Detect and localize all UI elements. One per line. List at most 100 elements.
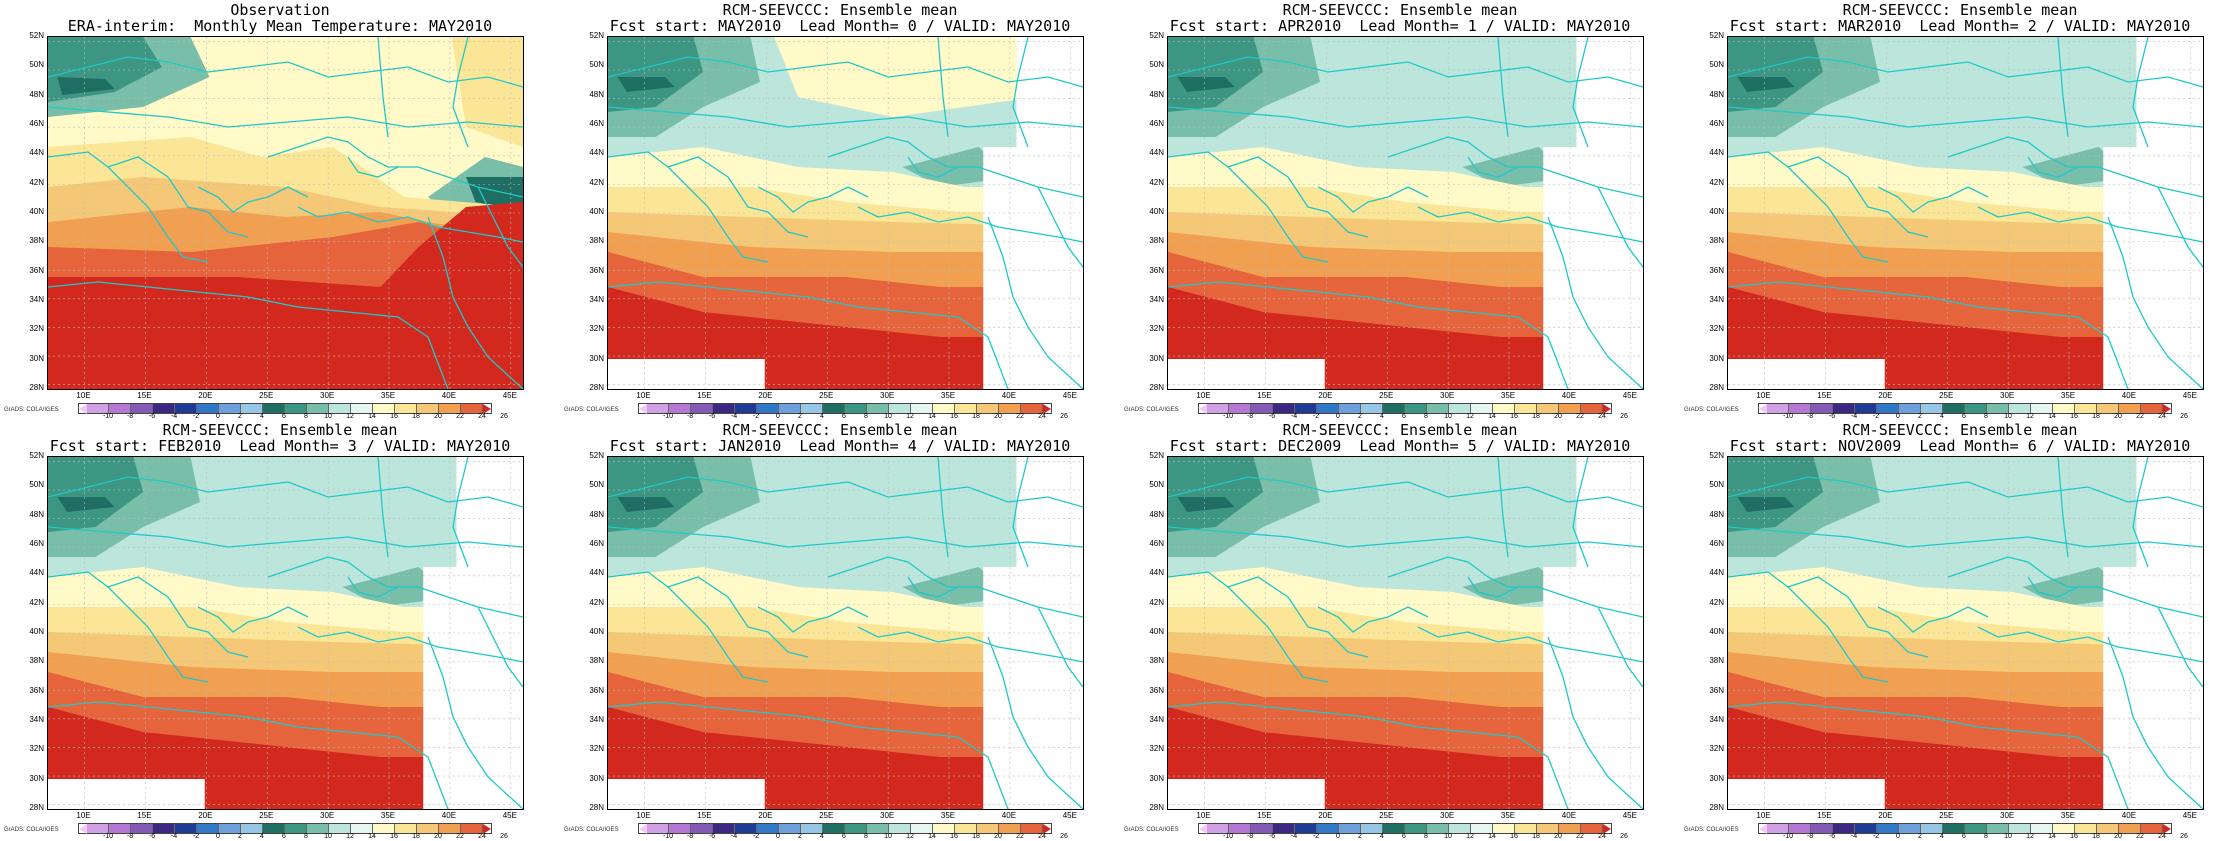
colorbar-tick-label: 2 — [238, 833, 242, 840]
colorbar-swatch — [1899, 824, 1921, 833]
lat-tick-label: 42N — [1709, 597, 1724, 607]
lat-tick-label: 38N — [1149, 656, 1164, 666]
colorbar-tick-label: 0 — [216, 833, 220, 840]
lat-tick-label: 52N — [1709, 31, 1724, 40]
colorbar-tick-label: 26 — [2180, 413, 2188, 420]
lat-tick-label: 48N — [1149, 89, 1164, 99]
colorbar-tick-label: 10 — [1444, 413, 1452, 420]
lon-tick-label: 30E — [2000, 811, 2015, 820]
colorbar-swatch — [845, 404, 867, 413]
colorbar-tick-label: 14 — [368, 833, 376, 840]
temperature-map — [1727, 456, 2204, 810]
panel-subtitle: Fcst start: NOV2009 Lead Month= 6 / VALI… — [1729, 437, 2191, 455]
colorbar-swatch — [1855, 404, 1877, 413]
colorbar-swatch — [1207, 824, 1229, 833]
colorbar-swatch — [911, 404, 933, 413]
temperature-field — [608, 457, 1083, 809]
grads-credit: GrADS: COLA/IGES — [1124, 827, 1179, 833]
lat-tick-label: 46N — [1709, 119, 1724, 128]
colorbar-swatch — [175, 404, 197, 413]
colorbar-swatch — [1789, 824, 1811, 833]
colorbar-swatch — [955, 404, 977, 413]
lon-tick-label: 40E — [1001, 391, 1017, 400]
lat-tick-label: 36N — [1149, 685, 1164, 695]
colorbar-tick-label: 16 — [390, 413, 398, 420]
colorbar-swatch — [219, 404, 241, 413]
colorbar-tick-label: 4 — [1380, 833, 1384, 840]
colorbar-swatch — [1987, 404, 2009, 413]
colorbar-swatch — [1811, 824, 1833, 833]
colorbar-tick-label: -2 — [1312, 413, 1320, 420]
colorbar-swatch — [373, 824, 395, 833]
lat-tick-label: 34N — [1149, 715, 1164, 724]
lat-tick-label: 46N — [589, 539, 604, 548]
lon-tick-label: 35E — [1500, 811, 1516, 820]
lon-tick-label: 25E — [1379, 391, 1394, 400]
colorbar-tick-label: 24 — [2158, 413, 2166, 420]
colorbar-swatch — [911, 824, 933, 833]
lat-tick-label: 50N — [1709, 480, 1724, 490]
lat-tick-label: 50N — [589, 480, 604, 490]
colorbar-labels: -10 -8 -6 -4 -2 0 2 4 6 8 10 12 14 16 18 20 22 24 26 — [638, 833, 1098, 841]
colorbar-swatch — [867, 404, 889, 413]
colorbar-swatch — [131, 404, 153, 413]
lat-tick-label: 42N — [1149, 597, 1164, 607]
colorbar-swatch — [285, 404, 307, 413]
lat-tick-label: 34N — [589, 295, 604, 304]
colorbar-tick-label: 8 — [864, 413, 868, 420]
colorbar-tick-label: 2 — [1358, 413, 1362, 420]
lat-tick-label: 30N — [1709, 353, 1724, 363]
colorbar-low-arrow — [1759, 404, 1767, 414]
colorbar-swatch — [1471, 824, 1493, 833]
lon-tick-label: 35E — [2060, 391, 2076, 400]
colorbar-tick-label: -2 — [1312, 833, 1320, 840]
colorbar-tick-label: 8 — [1984, 413, 1988, 420]
colorbar-swatch — [373, 404, 395, 413]
colorbar-tick-label: 10 — [884, 413, 892, 420]
colorbar-swatch — [1229, 404, 1251, 413]
lat-tick-label: 36N — [29, 685, 44, 695]
colorbar-swatch — [1559, 404, 1581, 413]
temperature-field — [48, 457, 523, 809]
lat-tick-label: 32N — [29, 744, 44, 754]
grads-credit: GrADS: COLA/IGES — [564, 407, 619, 413]
colorbar-tick-label: 14 — [2048, 413, 2056, 420]
lat-tick-label: 30N — [29, 353, 44, 363]
colorbar-tick-label: -10 — [1782, 833, 1794, 840]
colorbar-tick-label: 0 — [776, 413, 780, 420]
colorbar-tick-label: 16 — [2070, 413, 2078, 420]
colorbar-tick-label: 20 — [1554, 413, 1562, 420]
panel-subtitle: Fcst start: DEC2009 Lead Month= 5 / VALI… — [1169, 437, 1631, 455]
colorbar-tick-label: 10 — [884, 833, 892, 840]
panel-title: RCM-SEEVCCC: Ensemble mean — [722, 421, 958, 439]
colorbar-swatch — [1987, 824, 2009, 833]
colorbar-high-arrow — [483, 404, 491, 414]
colorbar-swatch — [735, 824, 757, 833]
lon-tick-label: 40E — [2121, 391, 2137, 400]
colorbar-swatch — [889, 824, 911, 833]
colorbar-swatch — [263, 824, 285, 833]
colorbar-tick-label: -2 — [1872, 413, 1880, 420]
colorbar-swatch — [1899, 404, 1921, 413]
lat-tick-label: 36N — [29, 265, 44, 275]
lon-tick-label: 10E — [76, 811, 91, 820]
colorbar-high-arrow — [2163, 824, 2171, 834]
colorbar-swatch — [2097, 824, 2119, 833]
colorbar-swatch — [823, 404, 845, 413]
lat-tick-label: 46N — [1149, 539, 1164, 548]
colorbar-tick-label: 22 — [1576, 413, 1584, 420]
lon-tick-label: 40E — [2121, 811, 2137, 820]
lat-tick-label: 30N — [1709, 773, 1724, 783]
colorbar-tick-label: 18 — [412, 413, 420, 420]
grads-credit: GrADS: COLA/IGES — [1684, 407, 1739, 413]
colorbar-tick-label: 6 — [282, 413, 286, 420]
lat-tick-label: 38N — [1709, 236, 1724, 246]
lat-tick-label: 38N — [29, 236, 44, 246]
lat-tick-label: 30N — [1149, 353, 1164, 363]
colorbar-swatch — [1855, 824, 1877, 833]
colorbar-tick-label: -10 — [1782, 413, 1794, 420]
colorbar-tick-label: -2 — [1872, 833, 1880, 840]
colorbar-low-arrow — [1759, 824, 1767, 834]
colorbar-swatch — [691, 404, 713, 413]
colorbar — [78, 403, 492, 414]
